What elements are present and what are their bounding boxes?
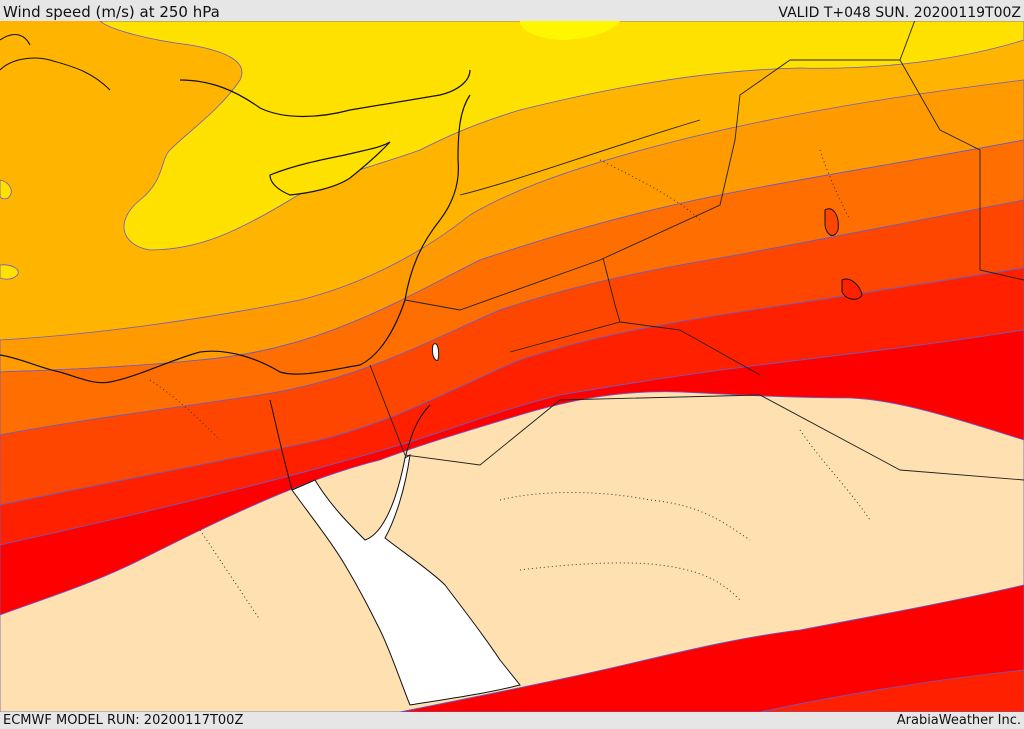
map-title: Wind speed (m/s) at 250 hPa	[3, 3, 220, 21]
credit-text: ArabiaWeather Inc.	[896, 713, 1021, 728]
red-sea	[291, 454, 521, 706]
band-lightest	[520, 21, 620, 40]
coastline-sinai	[269, 399, 431, 491]
coastline-turkey	[179, 69, 471, 118]
band-south	[399, 584, 1024, 712]
coastline-levant	[0, 94, 471, 384]
cyprus	[269, 141, 391, 196]
band-yellow-left	[0, 179, 19, 280]
wind-speed-map	[0, 21, 1024, 712]
lake-1	[824, 208, 839, 236]
dead-sea	[432, 343, 440, 361]
band-yellow	[99, 21, 1024, 251]
lake-2	[841, 278, 863, 300]
header-bar: Wind speed (m/s) at 250 hPa VALID T+048 …	[0, 0, 1024, 21]
dotted-boundaries	[149, 149, 871, 621]
valid-time: VALID T+048 SUN. 20200119T00Z	[778, 5, 1021, 21]
footer-bar: ECMWF MODEL RUN: 20200117T00Z ArabiaWeat…	[0, 712, 1024, 729]
coastline-west	[0, 34, 111, 91]
border-lines	[369, 21, 1024, 481]
band-south-inner	[759, 669, 1024, 712]
model-run: ECMWF MODEL RUN: 20200117T00Z	[3, 713, 244, 728]
